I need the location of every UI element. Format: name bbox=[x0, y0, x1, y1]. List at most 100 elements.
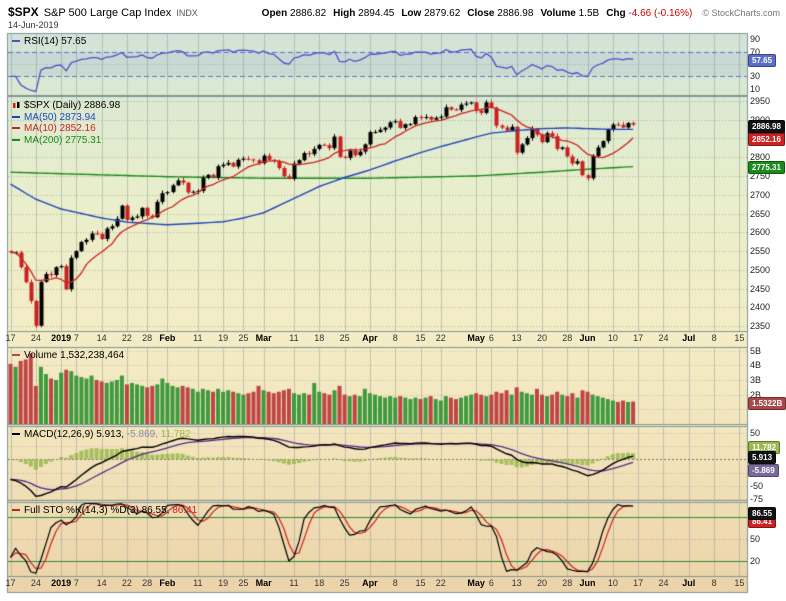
x-axis-label: 15 bbox=[415, 333, 426, 343]
price-legend-1: MA(50) 2873.94 bbox=[12, 112, 96, 123]
x-axis-label: 8 bbox=[711, 333, 717, 343]
x-axis-label: 15 bbox=[415, 578, 426, 588]
quote-value: 2886.98 bbox=[494, 8, 534, 19]
x-axis-label: 10 bbox=[607, 333, 618, 343]
x-axis-label: 17 bbox=[5, 578, 16, 588]
sto-legend: Full STO %K(14,3) %D(3) 86.55, 86.41 bbox=[12, 505, 197, 516]
y-axis-label: 2600 bbox=[750, 227, 771, 238]
legend-text: -5.869, bbox=[124, 429, 158, 440]
y-axis-label: 50 bbox=[750, 534, 761, 544]
x-axis-label: 15 bbox=[734, 578, 745, 588]
x-axis-label: Apr bbox=[362, 333, 378, 343]
legend-text: MACD(12,26,9) 5.913, bbox=[24, 429, 125, 440]
quote-label: Low bbox=[401, 8, 422, 19]
rsi-legend: RSI(14) 57.65 bbox=[12, 36, 86, 47]
y-axis-label: 2550 bbox=[750, 246, 771, 257]
value-badge: 1.5322B bbox=[748, 396, 786, 410]
value-badge: 2852.16 bbox=[748, 132, 785, 146]
quote-item-high: High 2894.45 bbox=[333, 8, 394, 19]
value-badge: 2886.98 bbox=[748, 119, 785, 133]
quote-value: 1.5B bbox=[575, 8, 600, 19]
x-axis-label: 24 bbox=[658, 578, 669, 588]
y-axis-label: 2800 bbox=[750, 152, 771, 163]
chart-date: 14-Jun-2019 bbox=[8, 20, 59, 30]
quote-item-low: Low 2879.62 bbox=[401, 8, 460, 19]
quote-item-open: Open 2886.82 bbox=[262, 8, 327, 19]
x-axis-label: 10 bbox=[607, 578, 618, 588]
x-axis-label: 11 bbox=[193, 578, 203, 588]
y-axis-label: 2700 bbox=[750, 189, 771, 200]
x-axis-label: 8 bbox=[392, 333, 398, 343]
volume-legend: Volume 1,532,238,464 bbox=[12, 350, 124, 361]
quote-label: Close bbox=[467, 8, 495, 19]
price-legend-2: MA(10) 2852.16 bbox=[12, 123, 96, 134]
y-axis-label: 2500 bbox=[750, 264, 771, 275]
chart-header: $SPX S&P 500 Large Cap Index INDX Open 2… bbox=[8, 5, 780, 19]
x-axis-label: Jul bbox=[682, 333, 696, 343]
y-axis-label: 3B bbox=[750, 375, 762, 385]
y-axis-label: 90 bbox=[750, 34, 761, 45]
x-axis-label: 22 bbox=[121, 578, 132, 588]
legend-text: $SPX (Daily) 2886.98 bbox=[24, 100, 121, 111]
x-axis-label: 14 bbox=[96, 578, 107, 588]
x-axis-label: 28 bbox=[562, 333, 573, 343]
x-axis-label: 22 bbox=[435, 578, 446, 588]
legend-text: MA(50) 2873.94 bbox=[24, 111, 96, 123]
x-axis-label: Mar bbox=[255, 578, 272, 588]
value-badge: -5.869 bbox=[748, 464, 779, 478]
y-axis-label: 50 bbox=[750, 427, 761, 438]
quote-item-chg: Chg -4.66 (-0.16%) bbox=[606, 8, 692, 19]
x-axis-label: 25 bbox=[339, 333, 350, 343]
x-axis-label: 11 bbox=[193, 333, 203, 343]
x-axis-label: Apr bbox=[362, 578, 378, 588]
y-axis-label: 2650 bbox=[750, 208, 771, 219]
legend-line-marker bbox=[12, 354, 20, 357]
legend-line-marker bbox=[12, 40, 20, 43]
price-legend-3: MA(200) 2775.31 bbox=[12, 135, 101, 146]
x-axis-label: 15 bbox=[734, 333, 745, 343]
quote-item-close: Close 2886.98 bbox=[467, 8, 533, 19]
value-badge: 2775.31 bbox=[748, 161, 785, 175]
x-axis-label: 8 bbox=[711, 578, 717, 588]
quote-value: 2894.45 bbox=[355, 8, 395, 19]
x-axis-label: 11 bbox=[289, 333, 299, 343]
exchange-label: INDX bbox=[176, 8, 198, 18]
x-axis-label: 13 bbox=[511, 578, 522, 588]
legend-text: 11.782 bbox=[157, 429, 191, 440]
quote-item-volume: Volume 1.5B bbox=[540, 8, 599, 19]
x-axis-label: 18 bbox=[314, 333, 325, 343]
x-axis-label: 20 bbox=[536, 333, 548, 343]
x-axis-label: Feb bbox=[159, 578, 176, 588]
x-axis-label: 24 bbox=[30, 333, 41, 343]
value-badge: 86.55 bbox=[748, 506, 777, 520]
y-axis-label: 2400 bbox=[750, 302, 771, 313]
x-axis-label: 17 bbox=[633, 578, 644, 588]
y-axis-label: 2B bbox=[750, 389, 762, 400]
y-axis-label: 5B bbox=[750, 345, 762, 356]
symbol: $SPX bbox=[8, 5, 39, 19]
x-axis-label: Jul bbox=[682, 578, 696, 588]
x-axis-label: 8 bbox=[392, 578, 398, 588]
y-axis-label: 70 bbox=[750, 46, 761, 57]
y-axis-label: 2350 bbox=[750, 321, 771, 332]
legend-line-marker bbox=[12, 138, 20, 141]
x-axis-label: 25 bbox=[238, 578, 249, 588]
x-axis-label: 24 bbox=[658, 333, 669, 343]
y-axis-label: 10 bbox=[750, 83, 761, 94]
x-axis-label: 28 bbox=[142, 333, 153, 343]
x-axis-label: 2019 bbox=[51, 333, 72, 343]
candlestick-icon bbox=[12, 100, 24, 111]
x-axis-label: 7 bbox=[73, 578, 79, 588]
y-axis-label: 2950 bbox=[750, 95, 771, 106]
x-axis-label: 18 bbox=[314, 578, 325, 588]
x-axis-label: 14 bbox=[96, 333, 107, 343]
x-axis-label: Jun bbox=[579, 333, 596, 343]
legend-text: RSI(14) 57.65 bbox=[24, 36, 87, 47]
x-axis-label: Mar bbox=[255, 333, 272, 343]
legend-line-marker bbox=[12, 127, 20, 130]
x-axis-label: 19 bbox=[218, 578, 229, 588]
legend-text: 86.41 bbox=[169, 505, 198, 516]
x-axis-label: May bbox=[467, 333, 485, 343]
copyright: © StockCharts.com bbox=[702, 8, 780, 18]
